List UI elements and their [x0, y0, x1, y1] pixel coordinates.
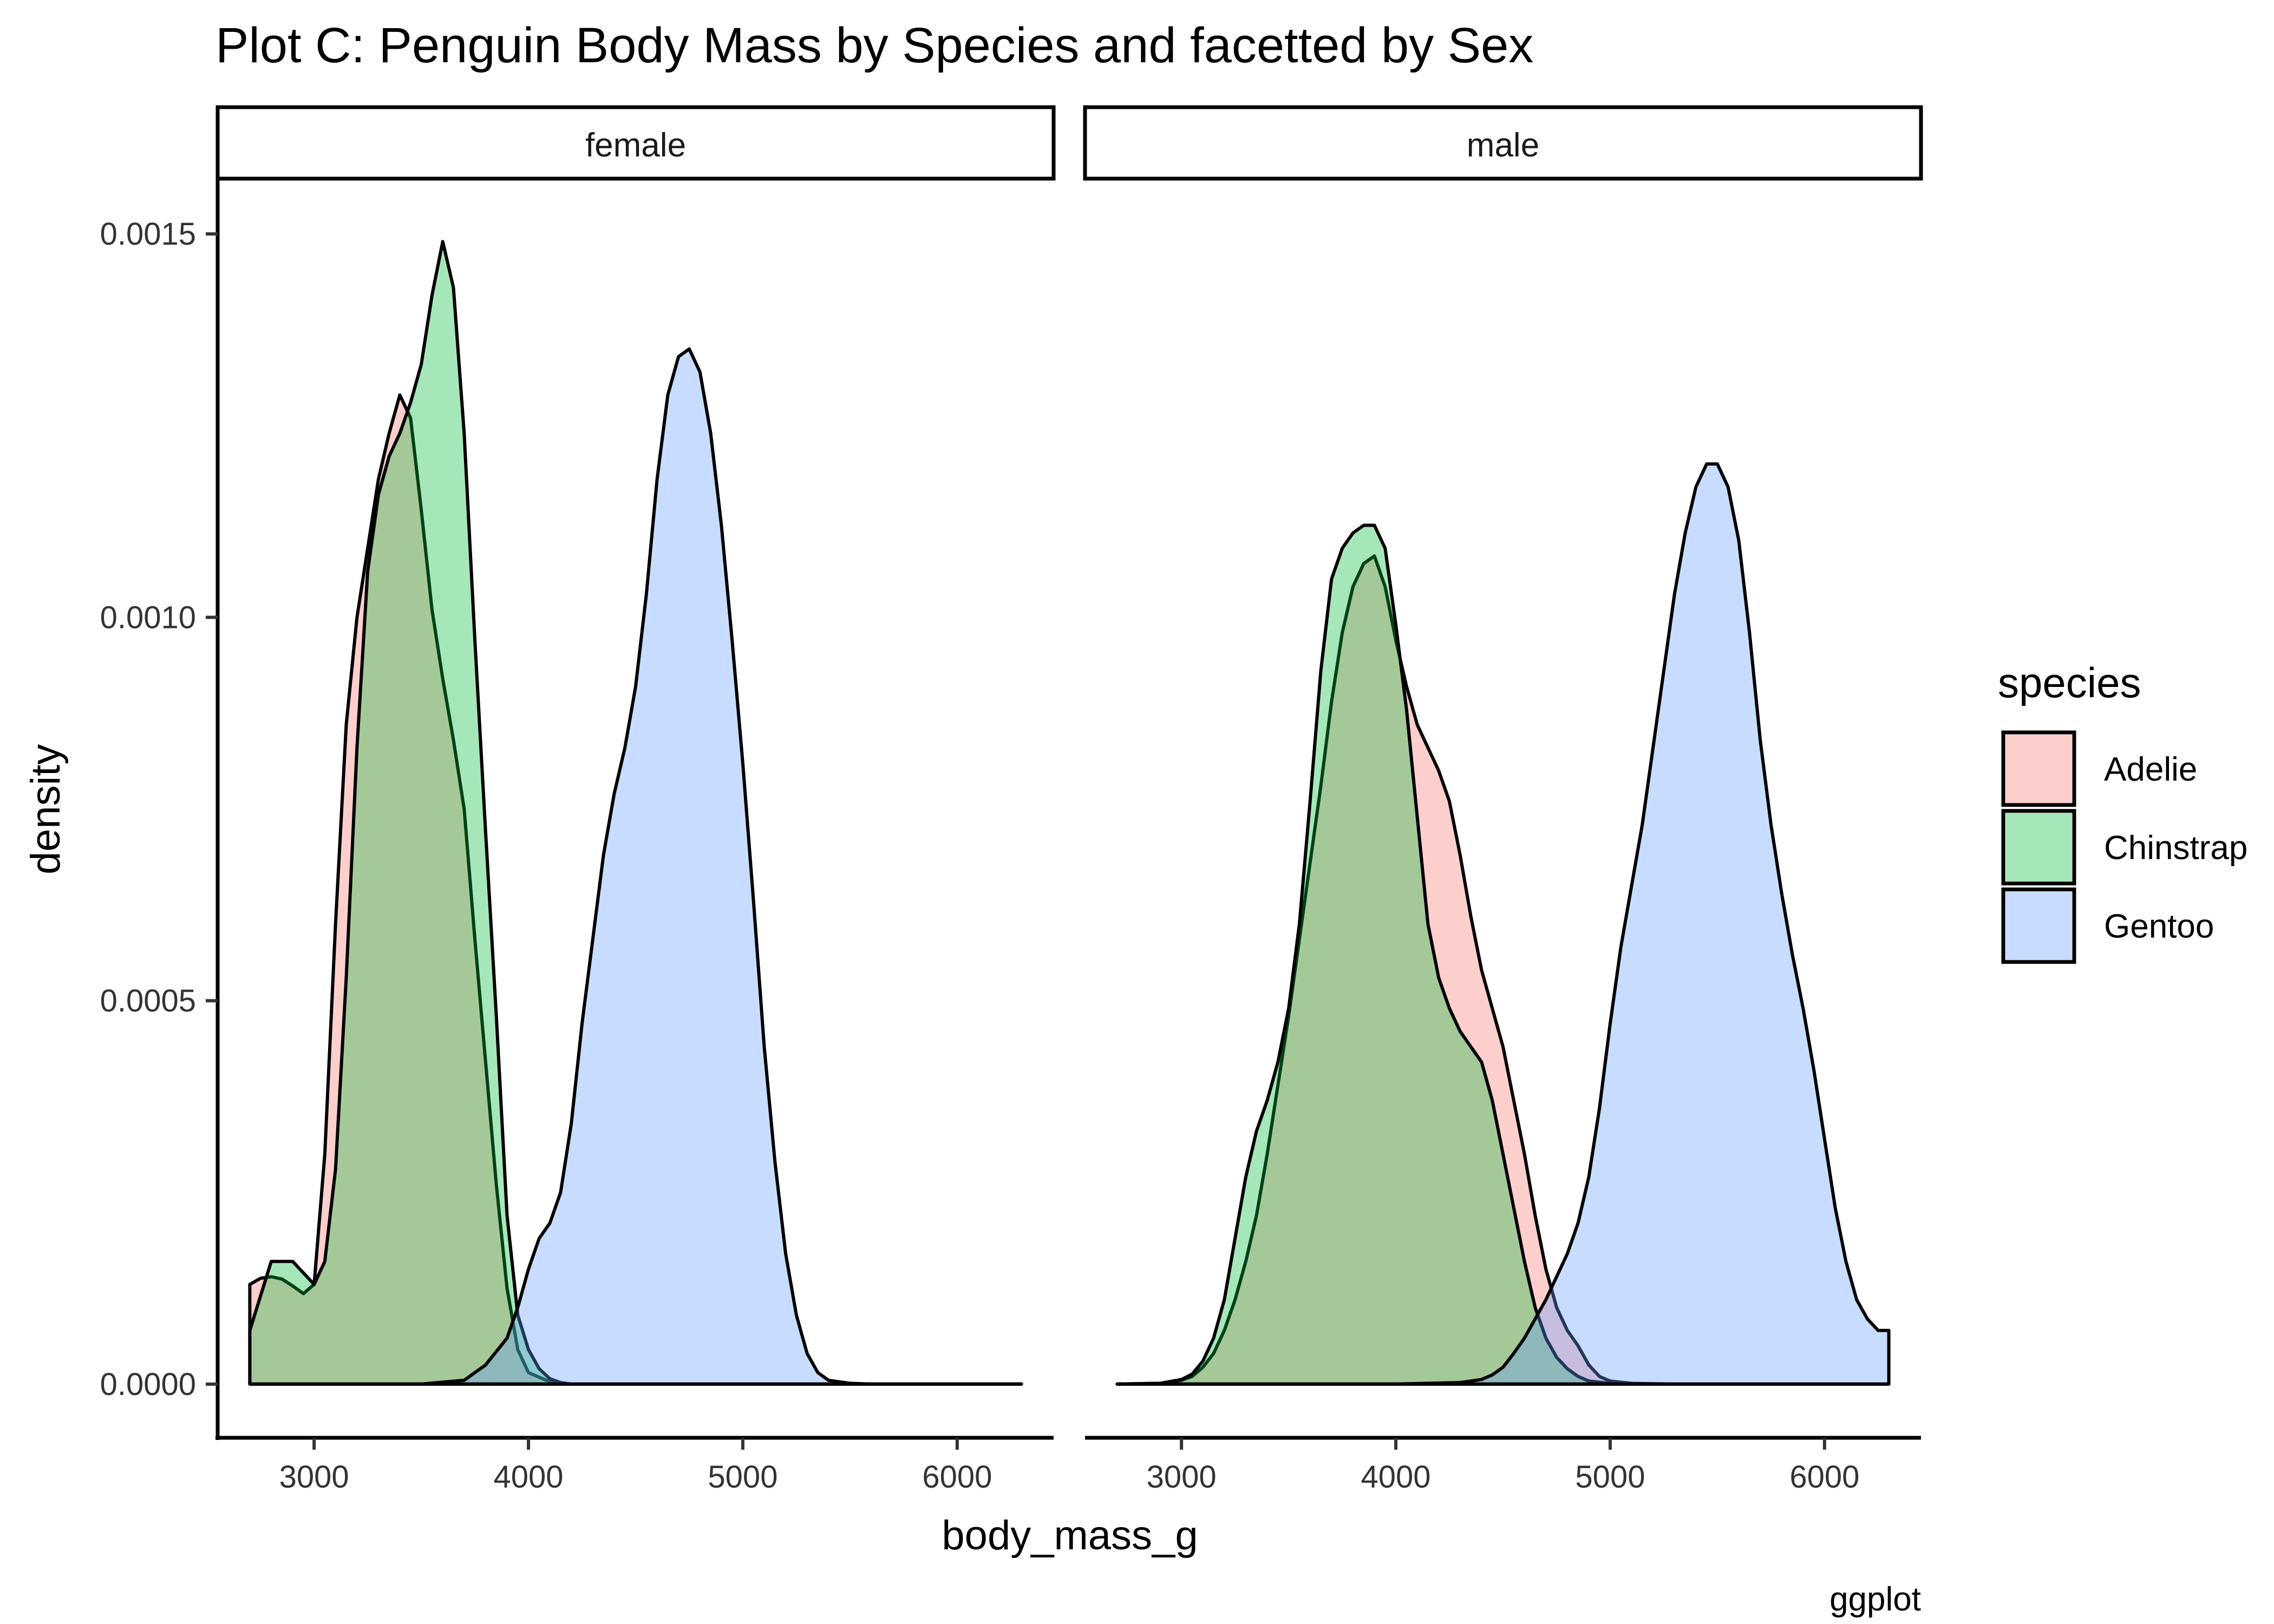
y-tick-label: 0.0010	[100, 600, 196, 635]
x-axis-title: body_mass_g	[942, 1512, 1198, 1558]
y-tick-label: 0.0005	[100, 984, 196, 1019]
legend-label-chinstrap: Chinstrap	[2104, 829, 2247, 867]
x-tick-label: 4000	[1361, 1459, 1431, 1495]
chart-title: Plot C: Penguin Body Mass by Species and…	[215, 18, 1533, 73]
facet-strip-female	[215, 105, 1056, 181]
y-tick-label: 0.0015	[100, 217, 196, 252]
x-tick-label: 5000	[708, 1459, 777, 1495]
x-tick-label: 3000	[279, 1459, 349, 1495]
legend-title: species	[1998, 659, 2141, 706]
legend-swatch-fill-adelie	[2005, 735, 2072, 803]
legend-swatch-adelie	[2001, 730, 2076, 807]
x-tick-label: 4000	[494, 1459, 564, 1495]
legend-swatch-fill-chinstrap	[2005, 813, 2072, 881]
x-ticks-male: 3000 4000 5000 6000	[1147, 1438, 1859, 1495]
legend-item-adelie: Adelie	[2001, 730, 2197, 807]
x-tick-label: 5000	[1575, 1459, 1645, 1495]
density-adelie-male	[1115, 554, 1891, 1386]
legend-swatch-chinstrap	[2001, 809, 2076, 886]
x-ticks-female: 3000 4000 5000 6000	[279, 1438, 992, 1495]
density-gentoo-male	[1115, 462, 1891, 1386]
legend-label-gentoo: Gentoo	[2104, 908, 2214, 945]
facet-female: female 3000 4000 5000 6000	[215, 105, 1056, 1495]
legend-label-adelie: Adelie	[2104, 751, 2197, 788]
x-tick-label: 6000	[1789, 1459, 1859, 1495]
panel-female	[248, 240, 1023, 1386]
y-axis-title: density	[23, 744, 69, 875]
legend: species Adelie Chinstrap Gentoo	[1998, 659, 2247, 964]
x-tick-label: 6000	[922, 1459, 992, 1495]
legend-swatch-gentoo	[2001, 887, 2076, 964]
legend-item-chinstrap: Chinstrap	[2001, 809, 2247, 886]
facet-label-female: female	[585, 127, 686, 164]
y-ticks: 0.0000 0.0005 0.0010 0.0015	[100, 217, 218, 1402]
density-chinstrap-male	[1115, 523, 1891, 1386]
y-tick-label: 0.0000	[100, 1367, 196, 1402]
plot-caption: ggplot	[1829, 1581, 1921, 1618]
panel-male	[1115, 462, 1891, 1386]
legend-swatch-fill-gentoo	[2005, 892, 2072, 960]
facet-label-male: male	[1467, 127, 1539, 164]
density-gentoo-female	[248, 347, 1023, 1386]
x-tick-label: 3000	[1147, 1459, 1217, 1495]
facet-strip-male	[1083, 105, 1923, 181]
facet-male: male 3000 4000 5000 6000	[1083, 105, 1923, 1495]
legend-item-gentoo: Gentoo	[2001, 887, 2214, 964]
